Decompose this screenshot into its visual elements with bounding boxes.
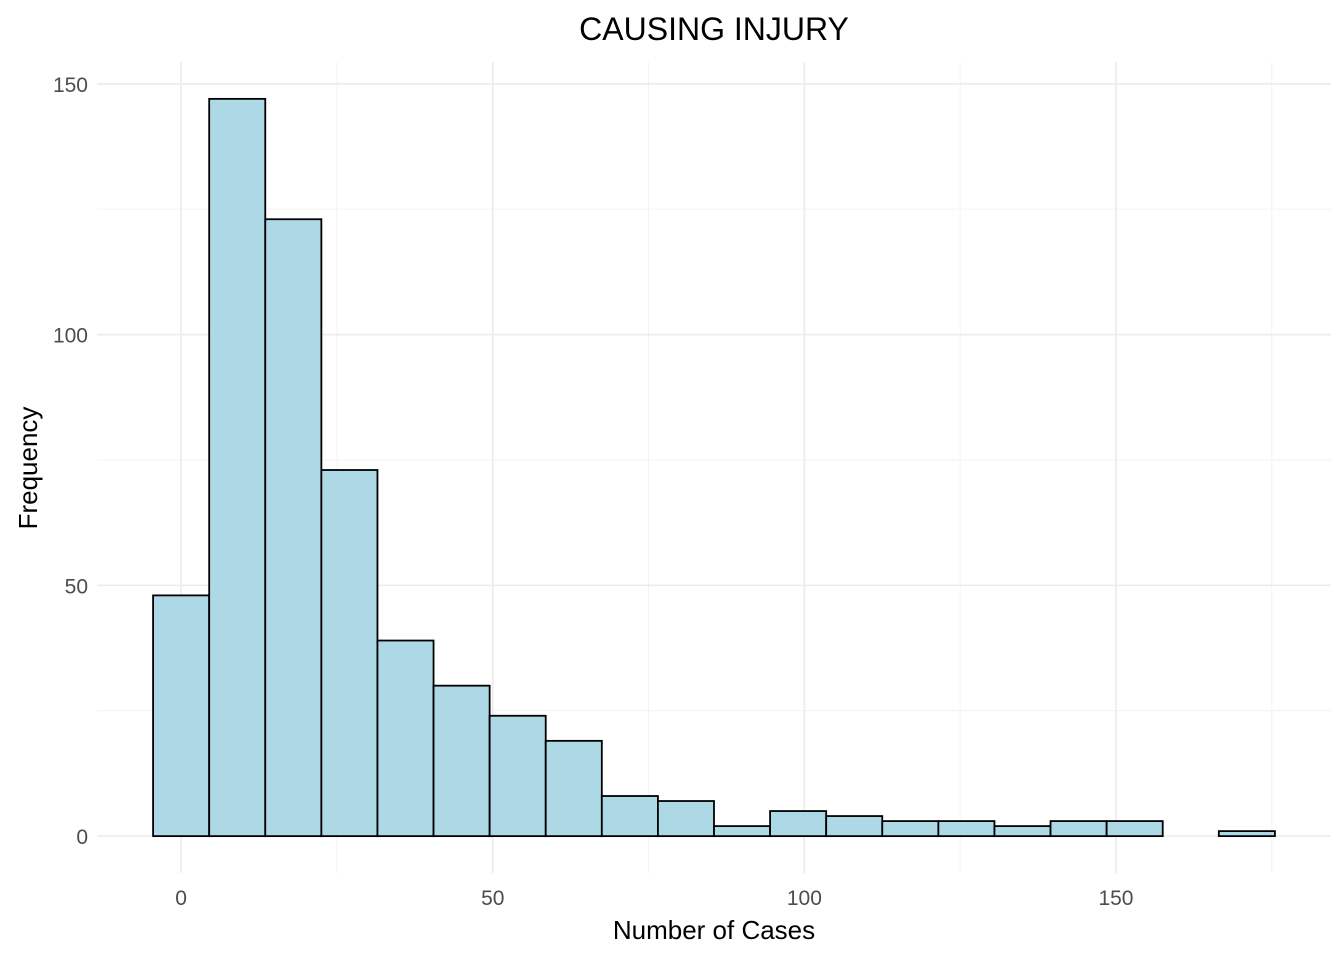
histogram-bar — [544, 739, 603, 838]
y-tick-label: 100 — [53, 325, 88, 348]
y-axis-label: Frequency — [13, 407, 43, 530]
histogram-bar — [937, 820, 996, 838]
histogram-bar — [993, 825, 1052, 838]
histogram-bars — [152, 97, 1276, 838]
histogram-bar — [432, 684, 491, 838]
histogram-bar — [825, 815, 884, 838]
histogram-bar — [713, 825, 771, 838]
grid-lines — [97, 62, 1331, 873]
histogram-bar — [881, 820, 940, 838]
histogram-bar — [1217, 830, 1276, 838]
histogram-bar — [657, 800, 715, 838]
histogram-bar — [769, 810, 828, 838]
histogram-bar — [1105, 820, 1164, 838]
x-tick-label: 0 — [175, 887, 187, 910]
x-axis-ticks: 0 50 100 150 — [175, 887, 1133, 910]
y-tick-label: 150 — [53, 74, 88, 97]
histogram-bar — [208, 97, 267, 838]
x-tick-label: 150 — [1098, 887, 1133, 910]
x-tick-label: 100 — [787, 887, 822, 910]
y-tick-label: 50 — [65, 575, 88, 598]
x-axis-label: Number of Cases — [613, 915, 815, 945]
histogram-bar — [320, 469, 379, 838]
histogram-bar — [600, 795, 659, 838]
y-tick-label: 0 — [76, 826, 88, 849]
y-axis-ticks: 0 50 100 150 — [53, 74, 88, 849]
histogram-bar — [488, 714, 547, 838]
histogram-bar — [152, 594, 211, 838]
histogram-bar — [264, 218, 323, 838]
histogram-bar — [376, 639, 435, 838]
x-tick-label: 50 — [481, 887, 504, 910]
chart-title: CAUSING INJURY — [579, 11, 849, 47]
histogram-bar — [1049, 820, 1108, 838]
